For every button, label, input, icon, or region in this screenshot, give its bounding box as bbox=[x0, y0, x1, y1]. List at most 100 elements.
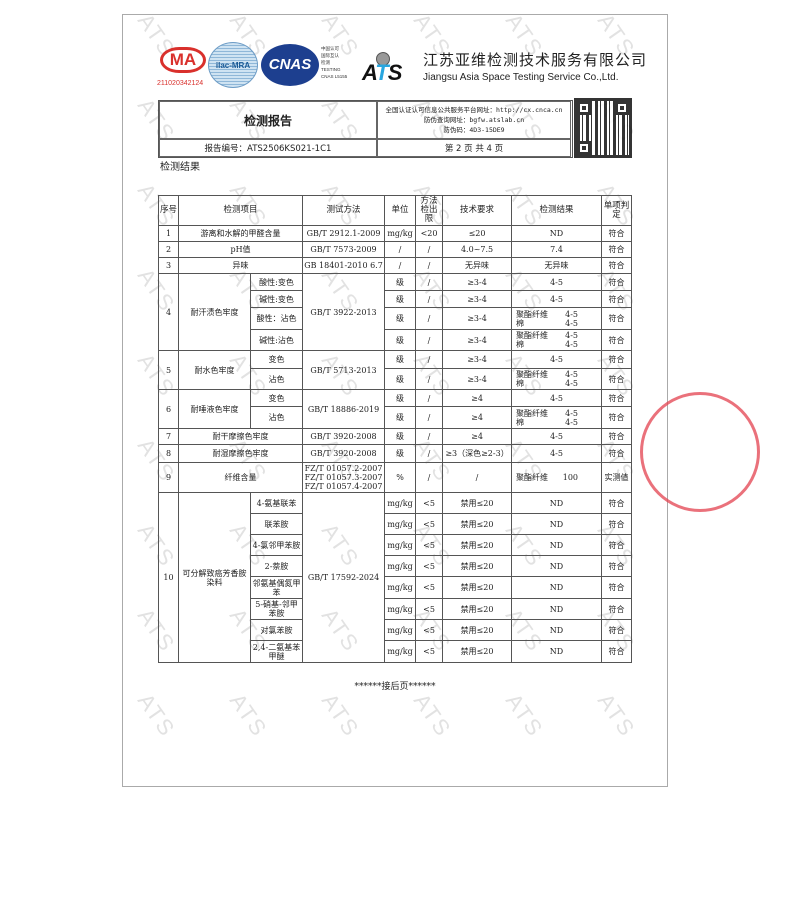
row-number: 4 bbox=[158, 273, 179, 351]
requirement: 禁用≤20 bbox=[442, 492, 513, 514]
sub-item: 联苯胺 bbox=[249, 513, 304, 535]
result-cell: 4-5 bbox=[511, 273, 603, 291]
unit: mg/kg bbox=[384, 225, 417, 242]
requirement: 禁用≤20 bbox=[442, 534, 513, 556]
unit: mg/kg bbox=[384, 555, 417, 577]
table-row: 10 可分解致癌芳香胺染料 4-氨基联苯 GB/T 17592-2024 mg/kg <5… bbox=[158, 492, 633, 663]
unit: 级 bbox=[384, 406, 417, 429]
table-header: 序号 检测项目 测试方法 单位 方法检出限 技术要求 检测结果 单项判定 bbox=[158, 195, 633, 226]
test-method: GB/T 17592-2024 bbox=[302, 492, 386, 663]
requirement: 禁用≤20 bbox=[442, 598, 513, 620]
fiber-value: 4-5 bbox=[565, 417, 579, 427]
fiber-value: 4-5 bbox=[565, 340, 579, 349]
result-cell: ND bbox=[511, 598, 603, 620]
verdict: 符合 bbox=[601, 640, 633, 663]
unit: 级 bbox=[384, 428, 417, 445]
test-item: 耐水色牢度 bbox=[178, 350, 251, 390]
fiber-value: 100 bbox=[562, 473, 579, 482]
table-row: 碱性:沾色 级 / ≥3-4 聚酯纤维 4-5 棉 4-5 符合 bbox=[159, 329, 633, 351]
table-row: 邻氨基偶氮甲苯 mg/kg <5 禁用≤20 ND 符合 bbox=[159, 576, 633, 599]
results-table: 序号 检测项目 测试方法 单位 方法检出限 技术要求 检测结果 单项判定 1 游离… bbox=[158, 195, 633, 663]
fiber-name: 聚酯纤维 bbox=[516, 309, 549, 319]
result-cell: ND bbox=[511, 534, 603, 556]
unit: 级 bbox=[384, 307, 417, 330]
result-cell: ND bbox=[511, 492, 603, 514]
fiber-name: 聚酯纤维 bbox=[516, 331, 549, 340]
verdict: 符合 bbox=[601, 350, 633, 369]
table-row: 2-萘胺 mg/kg <5 禁用≤20 ND 符合 bbox=[159, 555, 633, 577]
requirement: ≥4 bbox=[442, 406, 513, 429]
col-method: 测试方法 bbox=[302, 195, 386, 226]
qr-code[interactable] bbox=[574, 98, 632, 158]
verdict: 符合 bbox=[601, 368, 633, 390]
detection-limit: <5 bbox=[415, 492, 444, 514]
detection-limit: / bbox=[415, 462, 444, 493]
test-item: 纤维含量 bbox=[177, 462, 304, 493]
table-row: 9 纤维含量 FZ/T 01057.2-2007 FZ/T 01057.3-2007… bbox=[158, 462, 633, 493]
col-unit: 单位 bbox=[384, 195, 417, 226]
test-item: 异味 bbox=[177, 257, 304, 274]
unit: 级 bbox=[384, 273, 417, 291]
unit: 级 bbox=[384, 329, 417, 351]
result-cell: 聚酯纤维 4-5 棉 4-5 bbox=[511, 406, 603, 429]
row-number: 10 bbox=[158, 492, 179, 663]
sub-item: 4-氯邻甲苯胺 bbox=[249, 534, 304, 556]
platform-url: 全国认证认可信息公共服务平台网址：http://cx.cnca.cn bbox=[385, 106, 563, 114]
result-cell: 7.4 bbox=[511, 241, 603, 258]
verdict: 符合 bbox=[601, 389, 633, 407]
verdict: 符合 bbox=[601, 225, 633, 242]
fiber-value: 4-5 bbox=[565, 331, 579, 340]
test-method: GB/T 18886-2019 bbox=[302, 389, 386, 429]
verdict: 符合 bbox=[601, 555, 633, 577]
sub-item: 沾色 bbox=[249, 406, 304, 429]
result-cell: 无异味 bbox=[511, 257, 603, 274]
col-limit: 方法检出限 bbox=[415, 195, 444, 226]
verdict: 符合 bbox=[601, 619, 633, 641]
unit: 级 bbox=[384, 389, 417, 407]
report-header-box: 检测报告 报告编号：ATS2506KS021-1C1 全国认证认可信息公共服务平… bbox=[158, 100, 573, 158]
row-number: 6 bbox=[158, 389, 179, 429]
requirement: ≥3（深色≥2-3） bbox=[442, 444, 513, 463]
verdict: 符合 bbox=[601, 241, 633, 258]
section-title: 检测结果 bbox=[160, 162, 200, 173]
verdict: 符合 bbox=[601, 598, 633, 620]
table-row: 2 pH值 GB/T 7573-2009//4.0~7.5 7.4 符合 bbox=[158, 241, 633, 258]
requirement: 禁用≤20 bbox=[442, 513, 513, 535]
ilac-mra-logo: ilac-MRA bbox=[208, 42, 258, 88]
sub-item: 4-氨基联苯 bbox=[249, 492, 304, 514]
requirement: 禁用≤20 bbox=[442, 555, 513, 577]
sub-item: 碱性:变色 bbox=[249, 290, 304, 308]
result-cell: 聚酯纤维 100 bbox=[511, 462, 603, 493]
requirement: ≥3-4 bbox=[442, 329, 513, 351]
row-number: 3 bbox=[158, 257, 179, 274]
unit: mg/kg bbox=[384, 619, 417, 641]
unit: mg/kg bbox=[384, 513, 417, 535]
verdict: 符合 bbox=[601, 257, 633, 274]
result-cell: 聚酯纤维 4-5 棉 4-5 bbox=[511, 307, 603, 330]
row-number: 7 bbox=[158, 428, 179, 445]
fiber-name: 棉 bbox=[516, 340, 525, 349]
row-number: 1 bbox=[158, 225, 179, 242]
cnas-logo: CNAS bbox=[261, 44, 319, 86]
detection-limit: / bbox=[415, 241, 444, 258]
fiber-value: 4-5 bbox=[565, 379, 579, 388]
fiber-name: 聚酯纤维 bbox=[516, 473, 549, 482]
detection-limit: <5 bbox=[415, 513, 444, 535]
result-cell: ND bbox=[511, 576, 603, 599]
result-cell: 4-5 bbox=[511, 389, 603, 407]
requirement: ≥3-4 bbox=[442, 290, 513, 308]
result-cell: 4-5 bbox=[511, 428, 603, 445]
test-item: pH值 bbox=[177, 241, 304, 258]
table-row: 1 游离和水解的甲醛含量 GB/T 2912.1-2009 mg/kg <20 ≤20 ND… bbox=[158, 225, 633, 242]
sub-item: 变色 bbox=[249, 350, 304, 369]
cma-number: 211020342124 bbox=[157, 80, 204, 87]
requirement: ≥3-4 bbox=[442, 350, 513, 369]
company-name-cn: 江苏亚维检测技术服务有限公司 bbox=[423, 51, 648, 69]
test-method: GB/T 3920-2008 bbox=[302, 428, 386, 445]
detection-limit: / bbox=[415, 290, 444, 308]
fiber-name: 聚酯纤维 bbox=[516, 370, 549, 379]
unit: mg/kg bbox=[384, 640, 417, 663]
detection-limit: / bbox=[415, 444, 444, 463]
report-title: 检测报告 bbox=[159, 101, 377, 139]
requirement: 4.0~7.5 bbox=[442, 241, 513, 258]
